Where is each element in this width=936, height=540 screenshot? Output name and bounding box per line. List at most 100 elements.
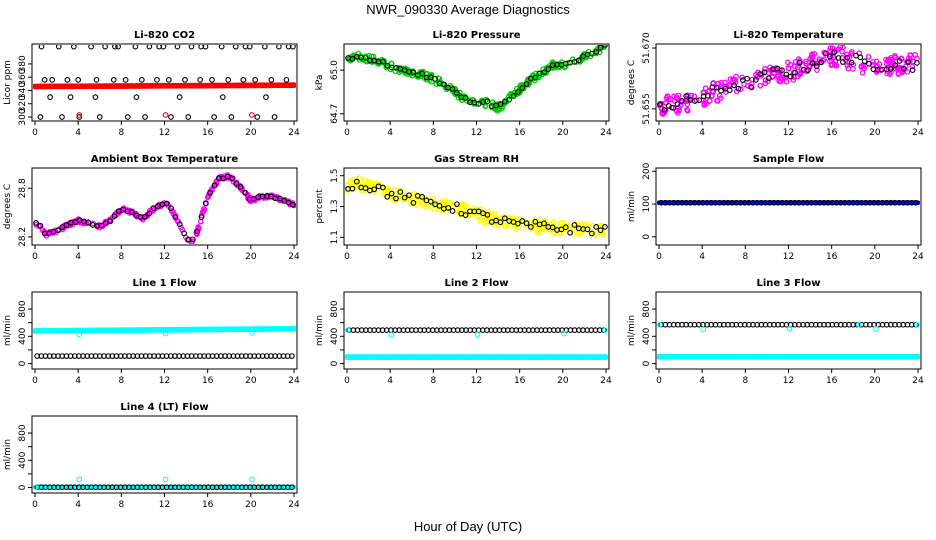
data-point xyxy=(483,214,490,221)
data-point xyxy=(427,198,434,205)
x-tick-label: 8 xyxy=(118,376,124,386)
plot-frame xyxy=(343,167,610,246)
data-point xyxy=(410,200,417,206)
plot-frame xyxy=(31,167,298,246)
data-point xyxy=(416,200,423,207)
y-axis-label: ml/min xyxy=(3,439,13,470)
plot-area xyxy=(345,327,608,360)
data-point xyxy=(678,97,685,104)
data-point xyxy=(388,332,395,338)
data-point xyxy=(345,327,351,334)
data-point xyxy=(367,179,374,186)
data-point xyxy=(515,220,521,227)
data-point xyxy=(211,182,218,189)
x-tick-label: 4 xyxy=(699,376,705,386)
x-tick-label: 12 xyxy=(471,252,482,262)
data-point xyxy=(353,178,360,185)
data-point xyxy=(380,58,386,65)
data-point xyxy=(228,114,235,120)
data-point xyxy=(356,175,363,181)
data-point xyxy=(76,331,83,338)
y-axis-label: ml/min xyxy=(3,315,13,346)
panel-title: Li-820 Temperature xyxy=(733,30,843,41)
x-tick-label: 24 xyxy=(600,376,612,386)
plot-area xyxy=(33,476,296,491)
data-point xyxy=(739,74,745,81)
data-point xyxy=(506,96,512,103)
data-point xyxy=(718,87,724,94)
x-tick-label: 20 xyxy=(869,128,881,138)
data-point xyxy=(846,60,852,66)
data-point xyxy=(49,76,56,83)
data-point xyxy=(380,184,386,191)
data-point xyxy=(714,98,721,104)
x-tick-label: 16 xyxy=(202,128,214,138)
data-point xyxy=(757,82,764,89)
data-point xyxy=(589,230,595,237)
x-tick-label: 12 xyxy=(783,376,794,386)
data-point xyxy=(831,49,838,56)
data-point xyxy=(914,60,920,66)
x-tick-label: 16 xyxy=(202,376,214,386)
data-point xyxy=(168,114,174,120)
data-point xyxy=(822,50,829,57)
data-point xyxy=(909,67,916,73)
data-point xyxy=(497,219,504,226)
data-point xyxy=(250,196,257,202)
x-tick-label: 8 xyxy=(118,128,124,138)
y-axis-label: degrees C xyxy=(627,60,637,105)
data-point xyxy=(246,45,253,50)
data-point xyxy=(718,79,725,86)
data-point xyxy=(154,76,160,83)
y-axis-label: ml/min xyxy=(627,191,637,222)
data-point xyxy=(827,45,834,52)
data-point xyxy=(883,61,890,67)
data-point xyxy=(194,228,200,235)
band-point xyxy=(291,325,296,332)
data-point xyxy=(562,224,569,231)
x-tick-label: 8 xyxy=(430,128,436,138)
data-point xyxy=(708,92,715,99)
data-point xyxy=(683,93,690,99)
data-point xyxy=(92,94,99,100)
data-point xyxy=(282,196,288,203)
data-point xyxy=(372,189,379,195)
data-point xyxy=(93,76,100,83)
data-point xyxy=(501,215,508,222)
x-tick-label: 20 xyxy=(869,376,881,386)
data-point xyxy=(670,104,676,111)
data-point xyxy=(447,199,454,206)
data-point xyxy=(59,114,65,120)
y-tick-label: 800 xyxy=(642,300,652,317)
data-point xyxy=(524,219,531,226)
x-tick-label: 4 xyxy=(75,500,81,510)
data-point xyxy=(584,226,591,233)
data-point xyxy=(185,114,192,120)
y-tick-label: 0 xyxy=(330,360,340,366)
x-tick-label: 12 xyxy=(471,128,482,138)
data-point xyxy=(762,80,769,87)
x-tick-label: 12 xyxy=(471,376,482,386)
data-point xyxy=(288,353,295,359)
data-point xyxy=(909,63,916,70)
x-tick-label: 24 xyxy=(288,252,300,262)
data-point xyxy=(762,65,768,72)
data-point xyxy=(107,218,113,224)
data-point xyxy=(507,223,514,229)
y-tick-label: 28.8 xyxy=(18,178,28,198)
data-point xyxy=(197,218,204,225)
data-point xyxy=(249,476,255,483)
data-point xyxy=(146,210,153,217)
panel-6: Sample Flow 0 4 8 12 16 20 24 0 100 200 ml/min xyxy=(627,154,924,262)
data-point xyxy=(147,207,153,214)
data-point xyxy=(189,236,196,243)
x-tick-label: 16 xyxy=(826,128,838,138)
y-axis-label: percent xyxy=(315,189,325,224)
data-point xyxy=(162,330,169,337)
data-point xyxy=(892,62,899,69)
x-tick-label: 12 xyxy=(159,376,170,386)
data-point xyxy=(905,59,912,66)
data-point xyxy=(840,59,846,65)
data-point xyxy=(861,58,868,65)
data-point xyxy=(268,76,275,83)
